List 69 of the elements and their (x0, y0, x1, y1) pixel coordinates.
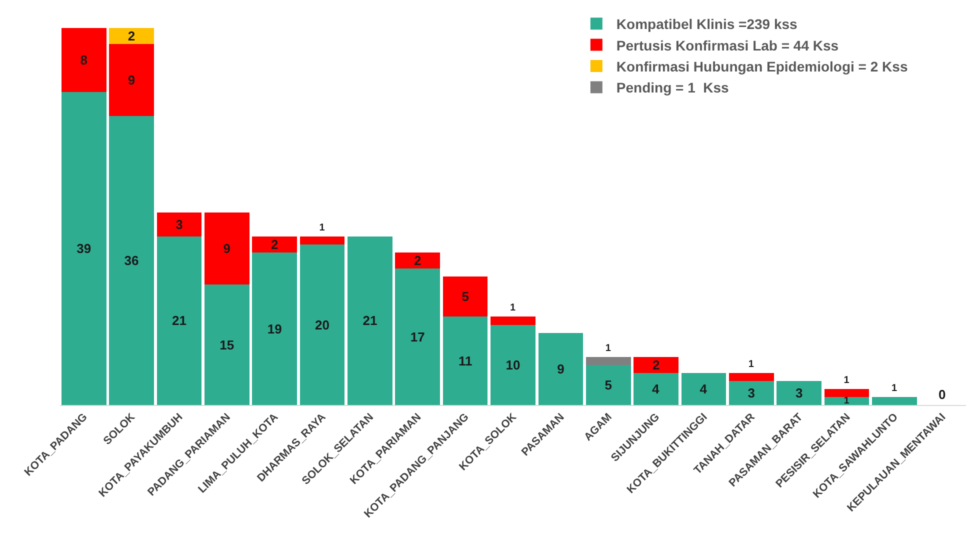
bar (109, 44, 154, 116)
data-label: 2 (414, 253, 422, 268)
bar (204, 212, 250, 285)
data-label: 19 (267, 321, 282, 336)
data-label: 2 (270, 237, 278, 252)
bar (729, 372, 774, 381)
data-label: 36 (124, 253, 139, 268)
bar (252, 236, 297, 253)
bar (729, 380, 774, 405)
bar (824, 396, 870, 405)
data-label: 8 (80, 52, 88, 68)
bar (395, 268, 440, 405)
bar (300, 236, 345, 245)
bar (538, 332, 584, 405)
bar (156, 236, 202, 405)
data-label: 20 (315, 317, 330, 332)
data-label: 9 (223, 241, 231, 256)
data-label: 1 (844, 374, 850, 386)
bar (61, 92, 106, 405)
data-label: 21 (362, 313, 378, 328)
data-label: 9 (128, 72, 136, 88)
bar (61, 28, 106, 92)
bar (395, 252, 440, 269)
legend-label: Kompatibel Klinis =239 kss (616, 16, 798, 32)
data-label: 3 (748, 385, 756, 400)
data-label: 1 (510, 302, 516, 314)
data-label: 0 (938, 387, 946, 402)
bar (586, 364, 631, 405)
bar (586, 356, 631, 365)
data-label: 39 (76, 241, 92, 256)
data-label: 1 (891, 382, 898, 394)
data-label: 2 (128, 28, 136, 44)
data-label: 21 (172, 313, 186, 328)
bar (109, 116, 154, 405)
data-label: 1 (844, 395, 850, 406)
data-label: 10 (506, 357, 520, 372)
data-label: 15 (220, 337, 234, 352)
data-label: 3 (176, 216, 183, 232)
bar (204, 284, 250, 405)
data-label: 5 (604, 377, 612, 392)
bar (776, 380, 822, 405)
bar (300, 244, 345, 405)
bar (872, 396, 917, 405)
data-label: 4 (652, 381, 660, 396)
bar (634, 372, 678, 405)
bar (634, 356, 678, 373)
data-label: 11 (458, 353, 472, 368)
bar (824, 388, 870, 397)
bar (490, 316, 536, 325)
data-label: 4 (700, 381, 708, 396)
bar (442, 316, 488, 405)
bar (490, 324, 536, 405)
data-label: 1 (748, 358, 754, 370)
legend-label: Konfirmasi Hubungan Epidemiologi = 2 Kss (616, 58, 908, 74)
bar (681, 372, 726, 405)
legend-label: Pertusis Konfirmasi Lab = 44 Kss (616, 37, 839, 54)
bar (252, 252, 297, 405)
data-label: 1 (605, 342, 612, 354)
data-label: 9 (557, 361, 564, 376)
data-label: 3 (795, 385, 803, 400)
bar (109, 28, 154, 44)
data-label: 17 (410, 329, 425, 344)
bar (442, 276, 488, 317)
bar (156, 212, 202, 236)
legend-label: Pending = 1 Kss (616, 80, 730, 96)
data-label: 1 (319, 222, 326, 234)
bar (348, 236, 392, 405)
data-label: 2 (652, 357, 660, 372)
data-label: 5 (462, 289, 469, 304)
